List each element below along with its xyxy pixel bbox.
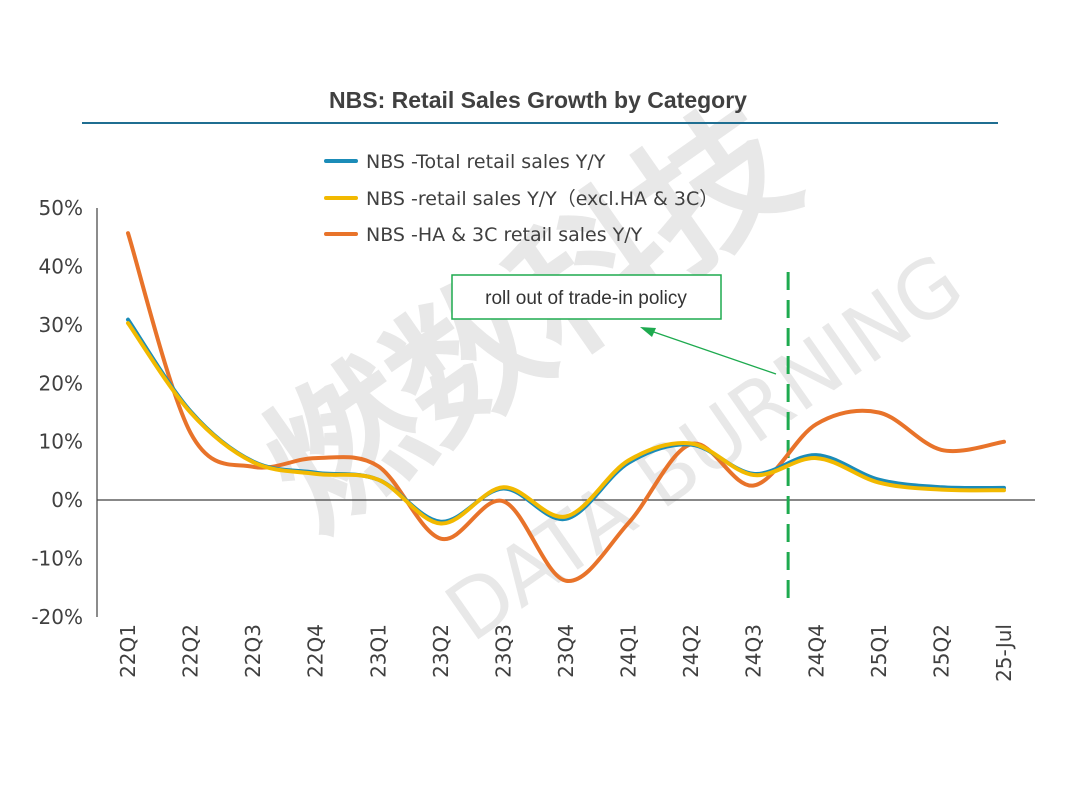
x-tick-label: 22Q2 — [179, 624, 203, 678]
x-tick-label: 23Q4 — [554, 624, 578, 678]
series-line-2 — [126, 231, 1006, 583]
legend-label-excl: NBS -retail sales Y/Y（excl.HA & 3C） — [366, 188, 718, 210]
series-line-1 — [126, 321, 1006, 526]
y-tick-label: 30% — [39, 313, 83, 337]
x-tick-label: 24Q1 — [617, 624, 641, 678]
series-layer — [126, 231, 1006, 583]
legend-label-ha3c: NBS -HA & 3C retail sales Y/Y — [366, 224, 643, 246]
annotation-label: roll out of trade-in policy — [485, 288, 687, 309]
x-tick-label: 23Q2 — [429, 624, 453, 678]
y-tick-label: 0% — [51, 488, 83, 512]
y-tick-label: -10% — [31, 547, 83, 571]
x-tick-label: 25Q1 — [867, 624, 891, 678]
x-tick-label: 24Q3 — [742, 624, 766, 678]
trade-in-annotation: roll out of trade-in policy — [451, 274, 777, 375]
x-tick-label: 23Q1 — [366, 624, 390, 678]
x-tick-label: 24Q4 — [804, 624, 828, 678]
x-tick-label: 24Q2 — [679, 624, 703, 678]
annotation-box — [451, 274, 722, 320]
y-tick-label: -20% — [31, 605, 83, 629]
y-tick-label: 40% — [39, 254, 83, 278]
annotation-arrowhead — [640, 327, 656, 337]
annotation-arrow — [647, 329, 777, 375]
x-tick-label: 25Q2 — [929, 624, 953, 678]
legend: NBS -Total retail sales Y/Y NBS -retail … — [324, 151, 718, 246]
y-tick-label: 20% — [39, 371, 83, 395]
x-tick-label: 25-Jul — [992, 624, 1016, 682]
y-tick-label: 10% — [39, 430, 83, 454]
chart-title: NBS: Retail Sales Growth by Category — [329, 87, 747, 113]
legend-label-total: NBS -Total retail sales Y/Y — [366, 151, 606, 173]
x-tick-labels: 22Q1 22Q2 22Q3 22Q4 23Q1 23Q2 23Q3 23Q4 24Q1 24Q2… — [116, 624, 1016, 682]
x-tick-label: 23Q3 — [491, 624, 515, 678]
y-tick-label: 50% — [39, 196, 83, 220]
y-tick-labels: -20% -10% 0% 10% 20% 30% 40% 50% — [31, 196, 83, 629]
x-tick-label: 22Q4 — [304, 624, 328, 678]
x-tick-label: 22Q1 — [116, 624, 140, 678]
x-tick-label: 22Q3 — [241, 624, 265, 678]
